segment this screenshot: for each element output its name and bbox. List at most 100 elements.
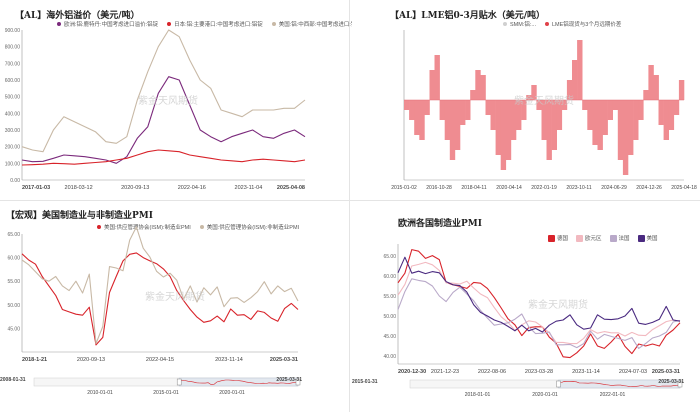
x-tick-label: 2022-01-19 [531, 185, 557, 191]
y-tick-label: 60.00 [7, 256, 20, 262]
x-tick-label: 2025-03-31 [652, 369, 680, 375]
y-tick-label: 0.00 [10, 178, 20, 184]
x-tick-label: 2025-04-18 [671, 185, 697, 191]
chart-panel-europe-pmi: 欧洲各国制造业PMI 德国 欧元区 法国 美国 65.00 60.00 55.00 5… [352, 202, 700, 412]
spread-bar [678, 80, 685, 100]
y-tick-label: 200.00 [5, 145, 21, 151]
navigator-tick-label: 2018-01-01 [465, 392, 491, 398]
x-tick-label: 2020-09-13 [121, 185, 149, 191]
spread-bar [500, 100, 507, 170]
chart-title: 欧洲各国制造业PMI [398, 219, 482, 229]
spread-bar [536, 100, 542, 110]
x-tick-label: 2025-04-08 [277, 185, 305, 191]
navigator-handle-left [556, 380, 561, 388]
chart-plot: 65.00 60.00 55.00 50.00 45.00 40.00 2020-12-30… [352, 244, 684, 398]
spread-bar [566, 80, 573, 100]
legend-item[interactable]: 欧元区 [576, 234, 602, 242]
navigator-tick-label: 2022-01-01 [600, 392, 626, 398]
vertical-divider [349, 0, 350, 412]
chart-plot: 65.00 60.00 55.00 50.00 45.00 2018-1-21 2020-0… [0, 226, 302, 396]
chart-legend: 德国 欧元区 法国 美国 [548, 234, 658, 242]
spread-bar [475, 70, 481, 100]
spread-bar [444, 100, 451, 140]
spread-bar [663, 100, 669, 140]
spread-bar [409, 100, 415, 120]
spread-bar [419, 100, 425, 140]
y-tick-label: 100.00 [5, 161, 21, 167]
navigator-preview-line [179, 379, 299, 385]
navigator-tick-label: 2010-01-01 [87, 390, 113, 396]
series-line [397, 249, 681, 359]
legend-item[interactable]: SMM:铝:... [502, 20, 536, 28]
series-line [21, 29, 306, 153]
x-tick-label: 2023-03-28 [525, 369, 553, 375]
spread-bar [541, 100, 547, 140]
navigator-tick-label: 2025-03-31 [658, 379, 684, 385]
series-line [21, 149, 306, 166]
spread-bar [439, 100, 445, 120]
chart-panel-us-pmi: 【宏观】美国制造业与非制造业PMI 美国:供应管理协会(ISM):制造业PMI … [0, 202, 345, 412]
navigator-handle-right [677, 380, 683, 388]
spread-bar [510, 100, 517, 140]
navigator-tick-label: 2008-01-31 [0, 377, 26, 383]
legend-item[interactable]: 美国 [637, 234, 658, 242]
x-tick-label: 2023-11-04 [235, 185, 263, 191]
legend-item[interactable]: 美国:供应管理协会(ISM):制造业PMI [96, 223, 191, 231]
spread-bar [612, 100, 619, 110]
y-tick-label: 65.00 [383, 254, 396, 260]
x-tick-label: 2022-04-16 [178, 185, 206, 191]
chart-legend: 欧洲:铝:鹿特丹:中国考虑进口溢价:铝锭 日本:铝:主要港口:中国考虑进口:铝锭… [56, 20, 362, 28]
y-tick-label: 50.00 [7, 303, 20, 309]
spread-bar [531, 85, 537, 100]
legend-item[interactable]: 德国 [548, 234, 568, 242]
spread-bar [546, 100, 552, 160]
y-tick-label: 600.00 [5, 78, 21, 84]
chart-legend: SMM:铝:... LME铝现货与3个月远期价差 [502, 20, 621, 28]
spread-bar [602, 100, 608, 135]
legend-item[interactable]: 美国:供应管理协会(ISM):非制造业PMI [198, 223, 299, 231]
spread-bar [638, 100, 644, 120]
watermark-text: 紫金天风期货 [528, 298, 588, 311]
x-tick-label: 2025-03-31 [270, 357, 298, 363]
spread-bar [633, 100, 639, 140]
x-tick-label: 2018-1-21 [22, 357, 47, 363]
series-line [21, 252, 299, 346]
x-tick-label: 2022-08-06 [478, 369, 506, 375]
y-tick-label: 60.00 [383, 274, 396, 280]
navigator-tick-label: 2015-01-01 [153, 390, 179, 396]
navigator-tick-label: 2020-01-01 [532, 392, 558, 398]
spread-bar [429, 70, 435, 100]
legend-item[interactable]: 法国 [609, 234, 630, 242]
legend-item[interactable]: 美国:铝:中西部:中国考虑进口:铝锭 [270, 20, 362, 28]
spread-bar [673, 100, 680, 115]
spread-bar [607, 100, 613, 120]
chart-panel-aluminum-premium: 【AL】海外铝溢价（美元/吨） 欧洲:铝:鹿特丹:中国考虑进口溢价:铝锭 日本:… [0, 0, 362, 200]
legend-item[interactable]: 欧洲:铝:鹿特丹:中国考虑进口溢价:铝锭 [56, 20, 158, 28]
spread-bar [490, 100, 496, 130]
series-line [21, 226, 299, 345]
chart-legend: 美国:供应管理协会(ISM):制造业PMI 美国:供应管理协会(ISM):非制造… [96, 223, 299, 231]
spread-bar [582, 100, 588, 110]
y-tick-label: 65.00 [7, 232, 20, 238]
watermark-text: 紫金天风期货 [145, 290, 205, 303]
y-tick-label: 40.00 [383, 354, 396, 360]
series-line [397, 278, 681, 349]
spread-bar [404, 100, 410, 110]
y-tick-label: 400.00 [5, 111, 21, 117]
series-line [397, 256, 681, 333]
chart-title: 【AL】LME铝0-3月贴水（美元/吨） [390, 11, 546, 21]
chart-title: 【AL】海外铝溢价（美元/吨） [15, 11, 140, 21]
spread-bar [597, 100, 603, 150]
spread-bar [470, 90, 476, 100]
chart-panel-lme-spread: 【AL】LME铝0-3月贴水（美元/吨） SMM:铝:... LME铝现货与3个… [352, 0, 700, 200]
x-tick-label: 2023-11-14 [572, 369, 600, 375]
spread-bar [653, 75, 659, 100]
spread-bar [592, 100, 598, 145]
y-tick-label: 900.00 [5, 28, 21, 34]
x-tick-label: 2024-06-29 [601, 185, 627, 191]
spread-bar [628, 100, 634, 155]
legend-item[interactable]: LME铝现货与3个月远期价差 [543, 20, 621, 28]
navigator-preview-line [558, 380, 681, 388]
legend-item[interactable]: 日本:铝:主要港口:中国考虑进口:铝锭 [166, 20, 263, 28]
spread-bar [434, 55, 440, 100]
